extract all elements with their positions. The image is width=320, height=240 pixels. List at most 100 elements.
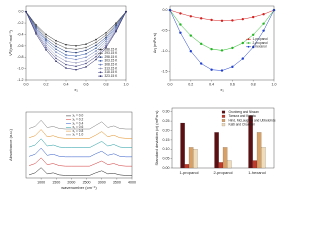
bar xyxy=(222,147,228,169)
data-point xyxy=(231,65,234,69)
data-point xyxy=(179,23,182,26)
y-tick-label: 0.25 xyxy=(163,119,170,123)
x-tick-label: 0.6 xyxy=(230,82,235,86)
legend-swatch xyxy=(221,123,226,127)
legend-label: 308.15 K xyxy=(105,63,119,67)
plot-frame xyxy=(25,111,133,179)
data-point xyxy=(45,44,47,47)
x-tick-label: 3000 xyxy=(98,180,106,184)
data-point xyxy=(45,42,47,44)
legend-marker xyxy=(99,63,102,66)
data-point xyxy=(75,45,77,47)
bar xyxy=(218,162,224,169)
y-tick-label: 0.05 xyxy=(163,157,170,161)
bar xyxy=(184,164,190,169)
data-point xyxy=(115,30,117,33)
y-tick-label: -1.0 xyxy=(161,49,167,53)
y-tick-label: 0.00 xyxy=(163,166,170,170)
legend-marker xyxy=(99,67,102,70)
legend-marker xyxy=(99,56,102,58)
data-point xyxy=(65,43,67,46)
x-tick-label: 1500 xyxy=(52,180,60,184)
x-tick-label: 0.6 xyxy=(84,82,89,86)
data-point xyxy=(95,50,97,52)
legend-marker xyxy=(99,60,102,62)
data-point xyxy=(210,18,213,22)
bar xyxy=(252,160,258,169)
legend-label: 323.15 K xyxy=(105,74,119,78)
x-axis-label: x₁ xyxy=(220,87,224,92)
series-line xyxy=(28,129,132,139)
series-line xyxy=(25,11,127,47)
x-tick-label: 1000 xyxy=(37,180,45,184)
legend-label: Tamura and Kurata xyxy=(229,114,256,118)
data-point xyxy=(105,36,107,39)
y-tick-label: 0.15 xyxy=(163,138,170,142)
data-point xyxy=(220,19,224,22)
legend-label: 318.15 K xyxy=(105,70,119,74)
y-tick-label: -1.0 xyxy=(17,67,23,71)
figure: -1.2 -1.0 -0.8 -0.6 -0.4 -0.2 0.0 0.0 0.2 0.4 0.6 0… xyxy=(8,5,277,190)
data-point xyxy=(45,33,47,36)
legend-label: 303.15 K xyxy=(105,59,119,63)
data-point xyxy=(115,24,117,27)
data-point xyxy=(272,8,276,12)
data-point xyxy=(85,43,87,45)
data-point xyxy=(55,51,57,53)
y-axis-label: Absorbance (a.u.) xyxy=(8,128,13,160)
data-point xyxy=(200,17,203,20)
y-axis-label: Standard deviation (σ) (mPa·s) xyxy=(154,110,159,166)
legend-marker xyxy=(99,75,102,77)
data-point xyxy=(95,38,97,41)
y-tick-label: 0.0 xyxy=(19,10,24,14)
legend-marker xyxy=(99,52,102,55)
data-point xyxy=(262,29,265,32)
legend-marker xyxy=(99,71,102,74)
x-axis-label: wavenumber (cm⁻¹) xyxy=(61,185,97,190)
x-tick-label: 0.4 xyxy=(64,82,69,86)
data-point xyxy=(105,40,107,43)
bar xyxy=(248,115,253,169)
data-point xyxy=(55,42,57,45)
legend-label: 313.15 K xyxy=(105,66,119,70)
y-tick-label: 0.20 xyxy=(163,128,170,132)
data-point xyxy=(95,53,97,55)
x-tick-label: 0.4 xyxy=(209,82,214,86)
data-point xyxy=(75,62,77,64)
data-point xyxy=(85,66,87,68)
data-point xyxy=(210,68,213,71)
data-point xyxy=(95,55,97,58)
legend-label: 2-propanol xyxy=(253,41,269,45)
data-point xyxy=(189,34,192,37)
series-line xyxy=(28,157,132,167)
data-point xyxy=(241,41,244,45)
x-tick-label: 0.8 xyxy=(251,82,256,86)
x-tick-label: 0.2 xyxy=(44,82,49,86)
data-point xyxy=(65,57,67,59)
legend-marker xyxy=(247,45,250,48)
data-point xyxy=(65,54,67,56)
data-point xyxy=(95,41,97,44)
x-tick-label: 2500 xyxy=(83,180,91,184)
data-point xyxy=(75,68,77,71)
data-point xyxy=(85,56,87,59)
data-point xyxy=(125,10,127,13)
x-tick-label: 1-propanol xyxy=(179,170,198,175)
legend-marker xyxy=(99,48,102,51)
y-tick-label: -0.6 xyxy=(17,44,23,48)
data-point xyxy=(55,39,57,42)
data-point xyxy=(241,17,244,21)
y-tick-label: -0.2 xyxy=(17,21,23,25)
data-point xyxy=(75,55,77,57)
legend-label: x₁ = 0.2 xyxy=(73,118,84,122)
y-tick-label: -1.2 xyxy=(17,78,23,82)
legend-label: Katti and Chaudhri xyxy=(229,123,256,127)
bar xyxy=(214,132,219,169)
data-point xyxy=(85,62,87,65)
series-line xyxy=(28,167,132,176)
data-point xyxy=(25,10,27,13)
x-tick-label: 1.0 xyxy=(272,82,277,86)
y-axis-label: Vᴱ/(cm³ mol⁻¹) xyxy=(8,29,13,55)
data-point xyxy=(95,58,97,61)
y-tick-label: 0.30 xyxy=(163,110,170,114)
